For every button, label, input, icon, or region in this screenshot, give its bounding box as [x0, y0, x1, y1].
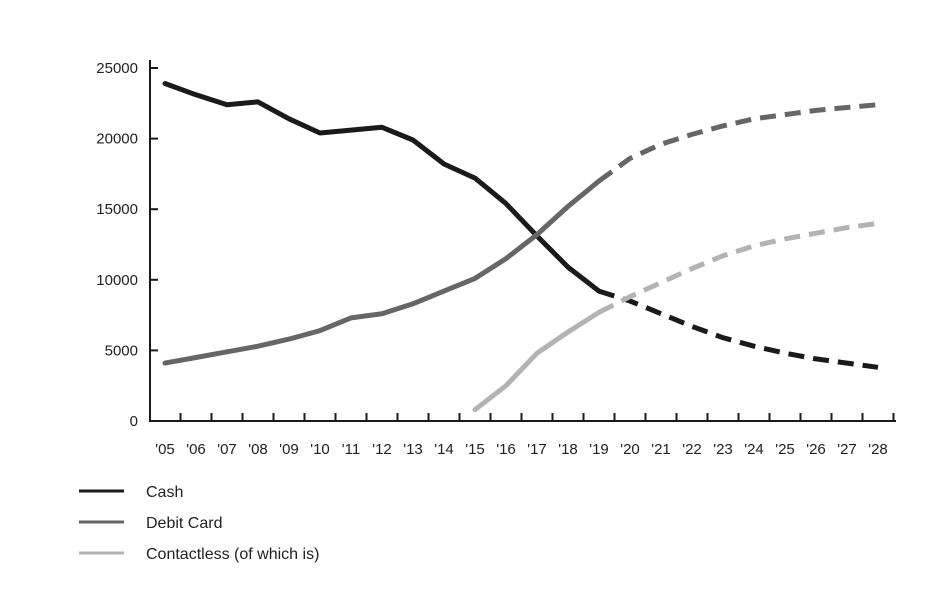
x-tick-label: '11 — [342, 441, 360, 458]
x-tick-label: '05 — [155, 441, 175, 458]
y-tick-labels: 0 5000 10000 15000 20000 25000 — [96, 60, 138, 430]
y-tick-label: 25000 — [96, 60, 138, 77]
x-tick-label: '22 — [682, 441, 702, 458]
y-tick-label: 15000 — [96, 201, 138, 218]
x-tick-label: '26 — [806, 441, 826, 458]
legend: Cash Debit Card Contactless (of which is) — [79, 484, 319, 563]
x-tick-label: '10 — [310, 441, 330, 458]
y-tick-label: 0 — [130, 413, 138, 430]
x-tick-label: '14 — [434, 441, 454, 458]
x-tick-label: '17 — [527, 441, 547, 458]
axes — [149, 60, 896, 422]
legend-item-contactless-of-which-is: Contactless (of which is) — [79, 546, 319, 563]
x-tick-label: '28 — [868, 441, 888, 458]
legend-label: Cash — [146, 484, 183, 501]
series-line-cash — [162, 81, 602, 294]
x-tick-label: '19 — [589, 441, 609, 458]
series-lines — [162, 81, 879, 413]
x-tick-label: '27 — [837, 441, 857, 458]
legend-label: Debit Card — [146, 515, 222, 532]
x-tick-label: '21 — [651, 441, 671, 458]
x-tick-label: '09 — [279, 441, 299, 458]
y-tick-label: 5000 — [105, 342, 138, 359]
x-tick-label: '08 — [248, 441, 268, 458]
series-line-debit-card — [162, 178, 602, 366]
x-tick-label: '24 — [744, 441, 764, 458]
series-forecast-line-contactless-of-which-is — [597, 220, 879, 315]
series-line-contactless-of-which-is — [472, 309, 602, 413]
legend-label: Contactless (of which is) — [146, 546, 319, 563]
x-tick-label: '20 — [620, 441, 640, 458]
legend-item-cash: Cash — [79, 484, 183, 501]
x-tick-label: '13 — [403, 441, 423, 458]
x-tick-label: '06 — [186, 441, 206, 458]
x-tick-label: '15 — [465, 441, 485, 458]
series-forecast-line-debit-card — [597, 102, 879, 184]
x-tick-label: '25 — [775, 441, 795, 458]
x-tick-label: '18 — [558, 441, 578, 458]
x-tick-labels: '05 '06 '07 '08 '09 '10 '11 '12 '13 '14 '15 '16 '17 '… — [155, 441, 888, 458]
x-tick-label: '16 — [496, 441, 516, 458]
y-tick-label: 10000 — [96, 272, 138, 289]
legend-item-debit-card: Debit Card — [79, 515, 222, 532]
x-tick-label: '12 — [372, 441, 392, 458]
x-tick-label: '07 — [217, 441, 237, 458]
y-tick-label: 20000 — [96, 131, 138, 148]
x-tick-label: '23 — [713, 441, 733, 458]
series-forecast-line-cash — [598, 288, 879, 370]
